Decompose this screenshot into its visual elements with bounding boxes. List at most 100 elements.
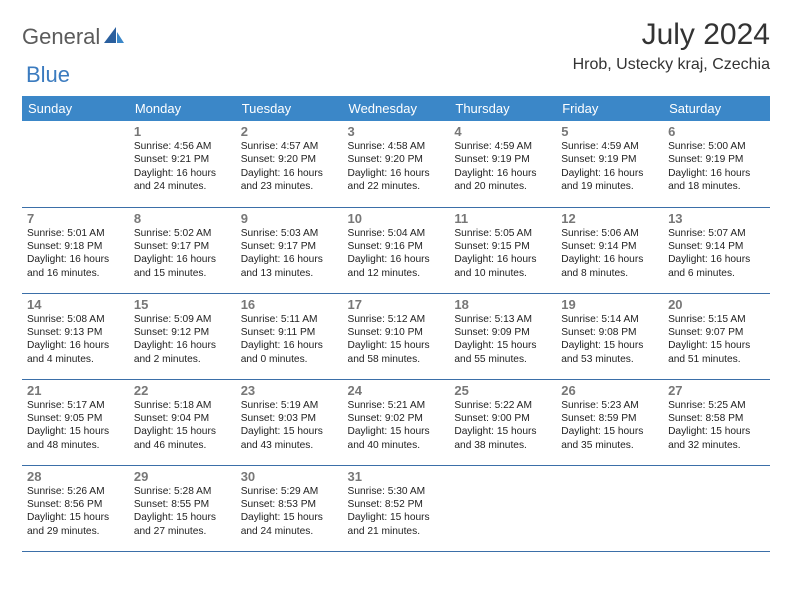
calendar-cell: 17Sunrise: 5:12 AMSunset: 9:10 PMDayligh… (343, 293, 450, 379)
daylight-line: Daylight: 15 hours and 58 minutes. (348, 339, 445, 366)
sunrise-line: Sunrise: 5:19 AM (241, 399, 338, 412)
day-header: Tuesday (236, 96, 343, 121)
day-number: 17 (348, 297, 445, 312)
day-number: 30 (241, 469, 338, 484)
daylight-line: Daylight: 15 hours and 29 minutes. (27, 511, 124, 538)
day-number: 25 (454, 383, 551, 398)
day-number: 1 (134, 124, 231, 139)
sunrise-line: Sunrise: 5:21 AM (348, 399, 445, 412)
calendar-row: 7Sunrise: 5:01 AMSunset: 9:18 PMDaylight… (22, 207, 770, 293)
day-number: 13 (668, 211, 765, 226)
sunrise-line: Sunrise: 5:00 AM (668, 140, 765, 153)
daylight-line: Daylight: 16 hours and 22 minutes. (348, 167, 445, 194)
daylight-line: Daylight: 16 hours and 24 minutes. (134, 167, 231, 194)
sunset-line: Sunset: 9:17 PM (241, 240, 338, 253)
sunset-line: Sunset: 9:04 PM (134, 412, 231, 425)
daylight-line: Daylight: 16 hours and 19 minutes. (561, 167, 658, 194)
day-number: 3 (348, 124, 445, 139)
sunset-line: Sunset: 9:19 PM (454, 153, 551, 166)
sunset-line: Sunset: 9:14 PM (561, 240, 658, 253)
daylight-line: Daylight: 16 hours and 18 minutes. (668, 167, 765, 194)
daylight-line: Daylight: 15 hours and 51 minutes. (668, 339, 765, 366)
calendar-cell: 8Sunrise: 5:02 AMSunset: 9:17 PMDaylight… (129, 207, 236, 293)
calendar-cell: 24Sunrise: 5:21 AMSunset: 9:02 PMDayligh… (343, 379, 450, 465)
calendar-cell: 2Sunrise: 4:57 AMSunset: 9:20 PMDaylight… (236, 121, 343, 207)
daylight-line: Daylight: 16 hours and 10 minutes. (454, 253, 551, 280)
day-header: Thursday (449, 96, 556, 121)
calendar-cell: 26Sunrise: 5:23 AMSunset: 8:59 PMDayligh… (556, 379, 663, 465)
day-number: 27 (668, 383, 765, 398)
sunset-line: Sunset: 8:59 PM (561, 412, 658, 425)
sunset-line: Sunset: 9:19 PM (561, 153, 658, 166)
calendar-cell: 30Sunrise: 5:29 AMSunset: 8:53 PMDayligh… (236, 465, 343, 551)
sunset-line: Sunset: 9:12 PM (134, 326, 231, 339)
day-header-row: SundayMondayTuesdayWednesdayThursdayFrid… (22, 96, 770, 121)
calendar-cell: 29Sunrise: 5:28 AMSunset: 8:55 PMDayligh… (129, 465, 236, 551)
sunset-line: Sunset: 8:53 PM (241, 498, 338, 511)
sunrise-line: Sunrise: 5:29 AM (241, 485, 338, 498)
sunrise-line: Sunrise: 5:02 AM (134, 227, 231, 240)
sunrise-line: Sunrise: 4:57 AM (241, 140, 338, 153)
daylight-line: Daylight: 16 hours and 12 minutes. (348, 253, 445, 280)
day-number: 5 (561, 124, 658, 139)
calendar-cell: 14Sunrise: 5:08 AMSunset: 9:13 PMDayligh… (22, 293, 129, 379)
calendar-cell: 3Sunrise: 4:58 AMSunset: 9:20 PMDaylight… (343, 121, 450, 207)
day-number: 10 (348, 211, 445, 226)
sunset-line: Sunset: 8:58 PM (668, 412, 765, 425)
calendar-cell: 19Sunrise: 5:14 AMSunset: 9:08 PMDayligh… (556, 293, 663, 379)
calendar-cell (449, 465, 556, 551)
sunset-line: Sunset: 9:17 PM (134, 240, 231, 253)
calendar-table: SundayMondayTuesdayWednesdayThursdayFrid… (22, 96, 770, 552)
sunset-line: Sunset: 9:13 PM (27, 326, 124, 339)
sunrise-line: Sunrise: 5:25 AM (668, 399, 765, 412)
calendar-cell: 10Sunrise: 5:04 AMSunset: 9:16 PMDayligh… (343, 207, 450, 293)
day-header: Saturday (663, 96, 770, 121)
sunset-line: Sunset: 9:20 PM (348, 153, 445, 166)
sunset-line: Sunset: 9:11 PM (241, 326, 338, 339)
day-number: 24 (348, 383, 445, 398)
day-number: 28 (27, 469, 124, 484)
daylight-line: Daylight: 16 hours and 20 minutes. (454, 167, 551, 194)
location: Hrob, Ustecky kraj, Czechia (573, 56, 770, 74)
calendar-cell: 11Sunrise: 5:05 AMSunset: 9:15 PMDayligh… (449, 207, 556, 293)
calendar-cell: 27Sunrise: 5:25 AMSunset: 8:58 PMDayligh… (663, 379, 770, 465)
logo-text-general: General (22, 24, 100, 50)
sunset-line: Sunset: 9:18 PM (27, 240, 124, 253)
daylight-line: Daylight: 16 hours and 4 minutes. (27, 339, 124, 366)
calendar-cell: 31Sunrise: 5:30 AMSunset: 8:52 PMDayligh… (343, 465, 450, 551)
sunset-line: Sunset: 9:08 PM (561, 326, 658, 339)
sunrise-line: Sunrise: 5:09 AM (134, 313, 231, 326)
day-number: 29 (134, 469, 231, 484)
day-number: 23 (241, 383, 338, 398)
calendar-cell: 18Sunrise: 5:13 AMSunset: 9:09 PMDayligh… (449, 293, 556, 379)
sunset-line: Sunset: 9:21 PM (134, 153, 231, 166)
calendar-cell (556, 465, 663, 551)
daylight-line: Daylight: 15 hours and 46 minutes. (134, 425, 231, 452)
daylight-line: Daylight: 15 hours and 38 minutes. (454, 425, 551, 452)
day-header: Monday (129, 96, 236, 121)
calendar-cell: 13Sunrise: 5:07 AMSunset: 9:14 PMDayligh… (663, 207, 770, 293)
daylight-line: Daylight: 16 hours and 2 minutes. (134, 339, 231, 366)
sunset-line: Sunset: 9:19 PM (668, 153, 765, 166)
calendar-cell: 23Sunrise: 5:19 AMSunset: 9:03 PMDayligh… (236, 379, 343, 465)
title-block: July 2024 Hrob, Ustecky kraj, Czechia (573, 18, 770, 74)
day-number: 19 (561, 297, 658, 312)
daylight-line: Daylight: 15 hours and 27 minutes. (134, 511, 231, 538)
day-number: 20 (668, 297, 765, 312)
sunset-line: Sunset: 9:02 PM (348, 412, 445, 425)
calendar-cell: 5Sunrise: 4:59 AMSunset: 9:19 PMDaylight… (556, 121, 663, 207)
logo: General (22, 24, 126, 50)
daylight-line: Daylight: 15 hours and 40 minutes. (348, 425, 445, 452)
sunrise-line: Sunrise: 5:03 AM (241, 227, 338, 240)
sunset-line: Sunset: 8:56 PM (27, 498, 124, 511)
calendar-row: 1Sunrise: 4:56 AMSunset: 9:21 PMDaylight… (22, 121, 770, 207)
sunrise-line: Sunrise: 5:28 AM (134, 485, 231, 498)
calendar-cell: 21Sunrise: 5:17 AMSunset: 9:05 PMDayligh… (22, 379, 129, 465)
calendar-row: 21Sunrise: 5:17 AMSunset: 9:05 PMDayligh… (22, 379, 770, 465)
sunset-line: Sunset: 9:00 PM (454, 412, 551, 425)
sunrise-line: Sunrise: 5:12 AM (348, 313, 445, 326)
daylight-line: Daylight: 16 hours and 23 minutes. (241, 167, 338, 194)
sunset-line: Sunset: 9:10 PM (348, 326, 445, 339)
calendar-row: 28Sunrise: 5:26 AMSunset: 8:56 PMDayligh… (22, 465, 770, 551)
calendar-body: 1Sunrise: 4:56 AMSunset: 9:21 PMDaylight… (22, 121, 770, 551)
